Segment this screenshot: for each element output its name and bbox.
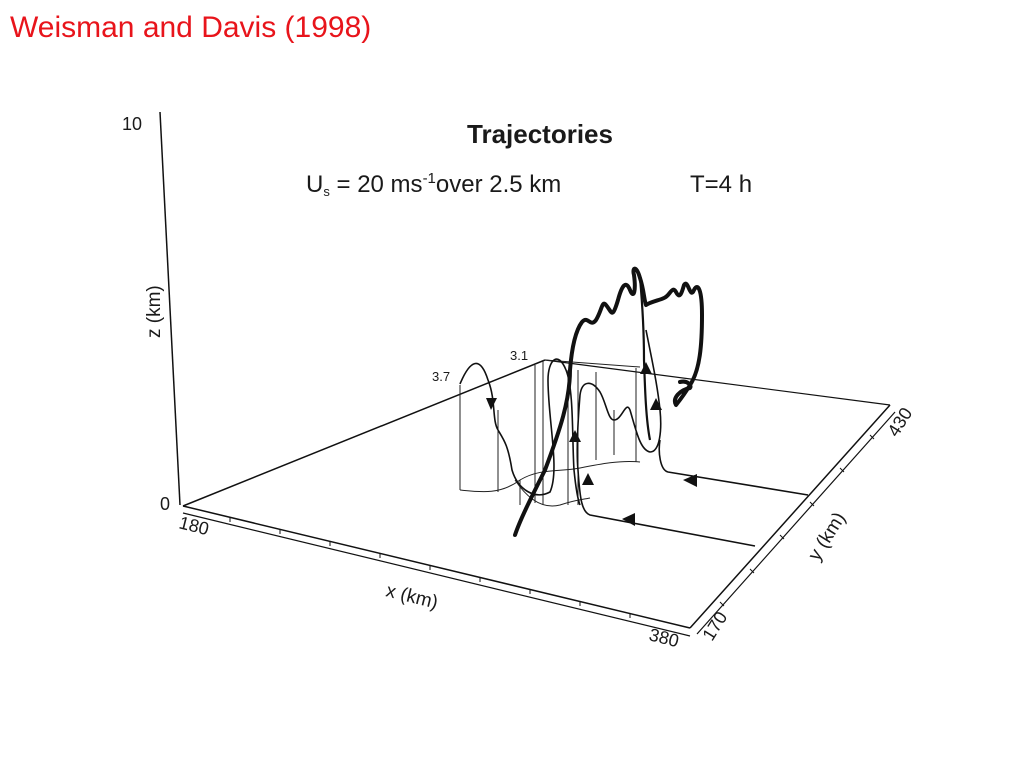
arrow-left-upper <box>683 474 697 487</box>
arrow-down-37 <box>486 398 497 410</box>
trajectory-arrows <box>486 362 697 526</box>
svg-text:Us = 20 ms-1over 2.5 km: Us = 20 ms-1over 2.5 km <box>306 170 561 199</box>
curve-label-37: 3.7 <box>432 369 450 384</box>
trajectory-thick <box>513 266 704 537</box>
slide-title: Weisman and Davis (1998) <box>10 11 372 44</box>
subtitle-u-subscript: s <box>323 184 330 199</box>
figure-subtitle: Us = 20 ms-1over 2.5 km T=4 h <box>306 170 752 199</box>
subtitle-rest: over 2.5 km <box>436 171 561 198</box>
subtitle-equals: = 20 ms <box>330 171 423 198</box>
trajectory-curtain <box>459 359 641 507</box>
arrow-up-mid <box>569 430 581 442</box>
trajectory-thin-3 <box>658 439 809 496</box>
arrow-up-right-low <box>650 398 662 410</box>
x-tick-right: 380 <box>647 624 681 651</box>
subtitle-time: T=4 h <box>690 171 752 198</box>
y-tick-far: 430 <box>883 404 916 440</box>
x-axis-label: x (km) <box>384 580 440 613</box>
z-tick-top: 10 <box>122 114 142 134</box>
subtitle-exponent: -1 <box>423 170 436 187</box>
y-axis-ticks <box>719 434 875 607</box>
arrow-left-lower <box>622 513 635 526</box>
z-axis <box>159 111 181 506</box>
figure-title: Trajectories <box>467 119 613 149</box>
x-tick-left: 180 <box>177 512 211 539</box>
base-plane <box>182 359 896 637</box>
trajectory-thick-branch <box>638 277 652 441</box>
z-axis-label: z (km) <box>144 285 165 338</box>
trajectory-thin-2 <box>576 329 756 547</box>
arrow-up-low <box>582 473 594 485</box>
arrow-up-right <box>640 362 652 374</box>
z-tick-bottom: 0 <box>160 494 170 514</box>
subtitle-u-symbol: U <box>306 171 323 198</box>
y-axis-label: y (km) <box>804 509 850 565</box>
x-axis-ticks <box>229 518 631 618</box>
curve-label-31: 3.1 <box>510 348 528 363</box>
